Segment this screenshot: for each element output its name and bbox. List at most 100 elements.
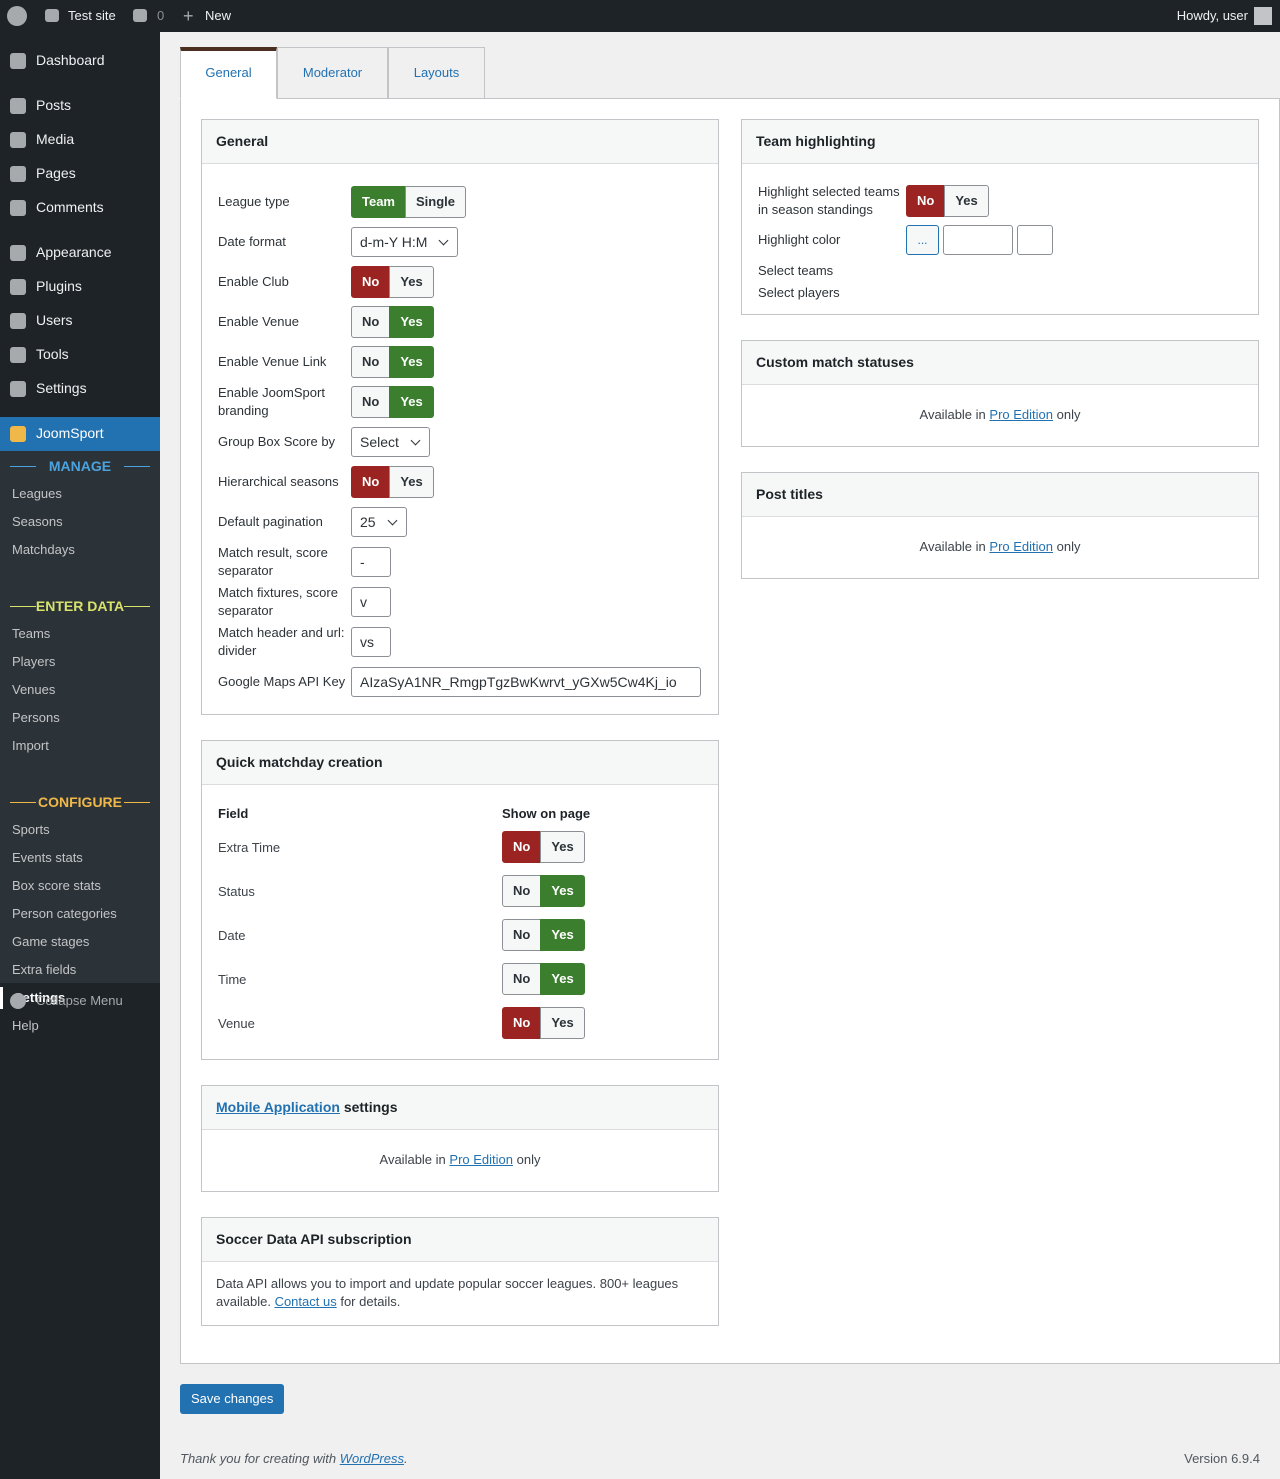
home-icon — [45, 9, 59, 22]
toggle-option[interactable]: No — [502, 963, 542, 995]
menu-icon — [10, 279, 26, 295]
text-input[interactable]: - — [351, 547, 391, 577]
toggle-option[interactable]: Yes — [389, 266, 434, 298]
toggle-option[interactable]: Yes — [389, 386, 434, 418]
submenu-item[interactable]: Game stages — [12, 934, 90, 949]
contact-link[interactable]: Contact us — [274, 1294, 337, 1309]
new-link[interactable]: New — [205, 8, 232, 23]
menu-item[interactable]: Media — [36, 131, 75, 147]
toggle-option[interactable]: Team — [351, 186, 406, 218]
submenu-item[interactable]: Events stats — [12, 850, 83, 865]
submenu-item[interactable]: Leagues — [12, 486, 62, 501]
toggle-option[interactable]: No — [351, 466, 391, 498]
menu-item[interactable]: Plugins — [36, 278, 82, 294]
setting-label: Highlight color — [758, 232, 841, 247]
submenu-item[interactable]: Matchdays — [12, 542, 75, 557]
menu-item[interactable]: Users — [36, 312, 73, 328]
menu-item[interactable]: Tools — [36, 346, 69, 362]
submenu-item[interactable]: Players — [12, 654, 56, 669]
submenu-item[interactable]: Box score stats — [12, 878, 101, 893]
footer-link[interactable]: WordPress — [339, 1451, 404, 1466]
toggle-option[interactable]: Yes — [540, 831, 585, 863]
toggle-option[interactable]: Yes — [389, 466, 434, 498]
menu-item[interactable]: Appearance — [36, 244, 112, 260]
pro-link[interactable]: Pro Edition — [989, 407, 1053, 422]
menu-item[interactable]: Dashboard — [36, 52, 105, 68]
toggle-option[interactable]: Yes — [540, 1007, 585, 1039]
tab[interactable]: General — [180, 47, 277, 99]
submenu-item[interactable]: Venues — [12, 682, 56, 697]
color-button[interactable]: ... — [906, 225, 939, 255]
field-row: Date No Yes — [218, 913, 702, 957]
toggle-option[interactable]: Yes — [540, 875, 585, 907]
footer-period: . — [404, 1451, 408, 1466]
pro-text: Available in — [379, 1152, 446, 1167]
select[interactable]: d-m-Y H:M — [351, 227, 459, 257]
menu-item[interactable]: Posts — [36, 97, 72, 113]
color-input[interactable] — [1017, 225, 1053, 255]
toggle-option[interactable]: No — [502, 1007, 542, 1039]
toggle-option[interactable]: Yes — [540, 919, 585, 951]
toggle-option[interactable]: Single — [405, 186, 467, 218]
text-input[interactable]: vs — [351, 627, 391, 657]
active-menu-bg — [0, 417, 160, 451]
toggle-option[interactable]: No — [351, 386, 391, 418]
pro-link[interactable]: Pro Edition — [449, 1152, 513, 1167]
submenu-item[interactable]: Import — [12, 738, 49, 753]
text-input[interactable]: v — [351, 587, 391, 617]
menu-item[interactable]: Pages — [36, 165, 76, 181]
toggle-option[interactable]: No — [502, 919, 542, 951]
site-name[interactable]: Test site — [68, 8, 116, 23]
field-label: Extra Time — [218, 839, 281, 855]
wp-logo[interactable] — [7, 6, 27, 26]
toggle-option[interactable]: No — [502, 831, 542, 863]
text-input[interactable]: AIzaSyA1NR_RmgpTgzBwKwrvt_yGXw5Cw4Kj_io — [351, 667, 701, 697]
pro-link[interactable]: Pro Edition — [989, 539, 1053, 554]
howdy[interactable]: Howdy, user — [1176, 8, 1248, 23]
field-row: Time No Yes — [218, 957, 702, 1001]
tab[interactable]: Moderator — [277, 47, 388, 99]
submenu-item[interactable]: Teams — [12, 626, 51, 641]
menu-item[interactable]: Comments — [36, 199, 104, 215]
menu-icon — [10, 245, 26, 261]
toggle-option[interactable]: No — [351, 306, 391, 338]
toggle-option[interactable]: Yes — [389, 306, 434, 338]
setting-row: Match header and url: divider vs — [218, 622, 702, 662]
footer-thanks: Thank you for creating with — [180, 1451, 337, 1466]
toggle: No Yes — [502, 831, 585, 863]
collapse-menu[interactable]: Collapse Menu — [36, 993, 123, 1008]
submenu-item[interactable]: Help — [12, 1018, 39, 1033]
submenu-item[interactable]: Sports — [12, 822, 50, 837]
submenu-item[interactable]: Extra fields — [12, 962, 77, 977]
field-row: Venue No Yes — [218, 1001, 702, 1045]
toggle-option[interactable]: No — [351, 346, 391, 378]
select[interactable]: 25 — [351, 507, 407, 537]
color-input[interactable] — [943, 225, 1013, 255]
toggle-option[interactable]: No — [502, 875, 542, 907]
group-heading: MANAGE — [10, 458, 150, 474]
submenu-item[interactable]: Settings — [14, 990, 66, 1005]
menu-icon — [10, 53, 26, 69]
api-text-after: for details. — [340, 1294, 401, 1309]
avatar[interactable] — [1254, 7, 1272, 25]
toggle-option[interactable]: No — [906, 185, 946, 217]
select[interactable]: Select — [351, 427, 430, 457]
toggle: No Yes — [502, 875, 585, 907]
comment-count[interactable]: 0 — [157, 8, 165, 23]
save-button[interactable]: Save changes — [180, 1384, 285, 1414]
field-label: Status — [218, 883, 255, 899]
title-link[interactable]: Mobile Application — [216, 1099, 340, 1115]
toggle-option[interactable]: Yes — [389, 346, 434, 378]
toggle-option[interactable]: No — [351, 266, 391, 298]
menu-item[interactable]: Settings — [36, 380, 87, 396]
submenu-item[interactable]: Person categories — [12, 906, 117, 921]
setting-row: Date format d-m-Y H:M — [218, 222, 702, 262]
submenu-item[interactable]: Seasons — [12, 514, 63, 529]
menu-item-active[interactable]: JoomSport — [36, 425, 104, 441]
box-body: Available in Pro Edition only — [742, 385, 1258, 446]
toggle-option[interactable]: Yes — [540, 963, 585, 995]
tab[interactable]: Layouts — [388, 47, 485, 99]
toggle-option[interactable]: Yes — [944, 185, 989, 217]
submenu-item[interactable]: Persons — [12, 710, 60, 725]
